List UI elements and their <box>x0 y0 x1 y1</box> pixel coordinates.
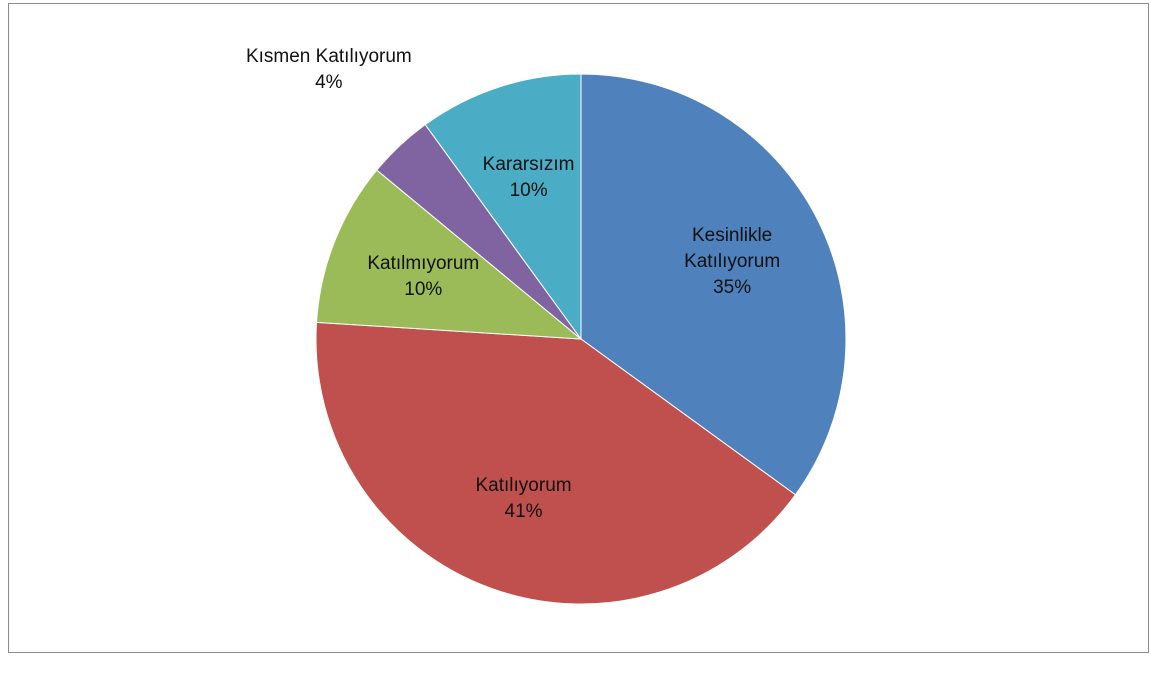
pie-slice <box>424 73 582 341</box>
slice-label: Kesinlikle Katılıyorum 35% <box>647 223 817 301</box>
slice-category: Kararsızım <box>482 153 575 175</box>
slice-label: Katılmıyorum 10% <box>338 251 508 303</box>
slice-category: Kısmen Katılıyorum <box>245 46 412 68</box>
slice-category: Kesinlikle Katılıyorum <box>684 225 781 272</box>
pie-slice <box>315 321 797 605</box>
slice-label: Katılıyorum 41% <box>439 473 609 525</box>
slice-category: Katılıyorum <box>475 474 572 496</box>
slice-label: Kısmen Katılıyorum 4% <box>246 44 412 96</box>
slice-value: 10% <box>404 278 443 300</box>
slice-label: Kararsızım 10% <box>444 152 614 204</box>
slice-category: Katılmıyorum <box>367 252 480 274</box>
slice-value: 41% <box>504 500 543 522</box>
slice-value: 35% <box>713 277 752 298</box>
slice-value: 4% <box>315 72 343 94</box>
pie-slice <box>315 169 583 340</box>
pie-slice <box>580 73 847 496</box>
slice-value: 10% <box>509 179 548 201</box>
